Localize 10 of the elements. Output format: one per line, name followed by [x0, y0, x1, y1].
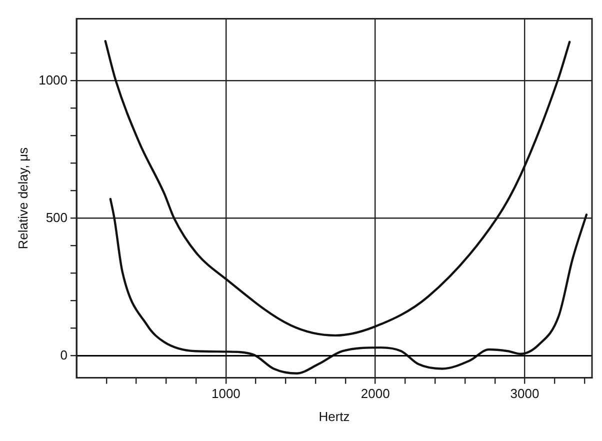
line-series [104, 40, 571, 337]
y-tick-label: 0 [60, 347, 68, 362]
x-tick-label: 2000 [360, 386, 390, 402]
x-axis-title: Hertz [318, 408, 350, 424]
x-tick-label: 1000 [211, 386, 240, 402]
y-tick-label: 1000 [38, 72, 68, 88]
y-axis-title: Relative delay, μs [15, 146, 30, 250]
y-tick-label: 500 [46, 210, 68, 225]
line-series [109, 198, 588, 374]
x-tick-label: 3000 [510, 386, 540, 402]
